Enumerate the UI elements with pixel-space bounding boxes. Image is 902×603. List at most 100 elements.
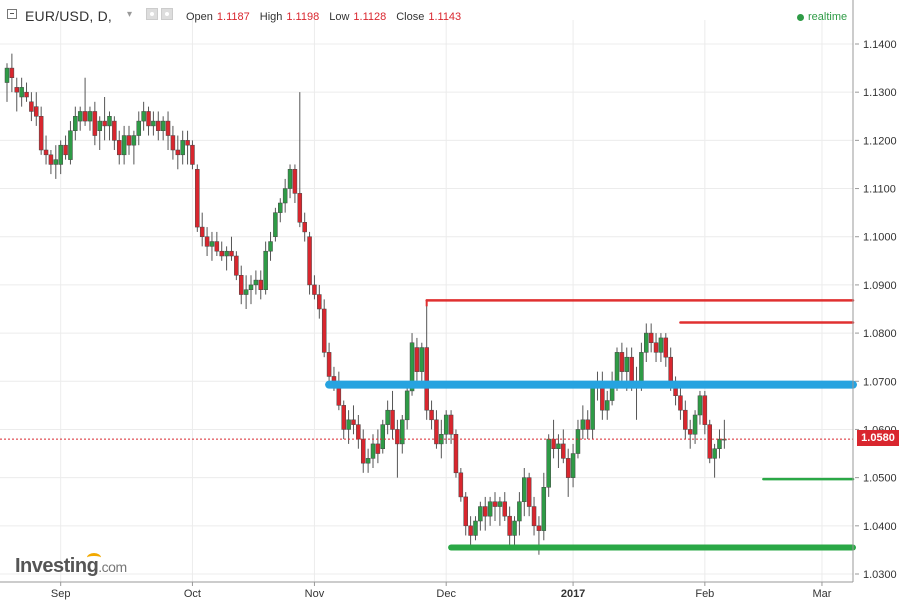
- symbol-label[interactable]: EUR/USD, D,: [25, 8, 112, 24]
- candle-down: [195, 169, 200, 228]
- candle-down: [448, 414, 454, 435]
- candle-up: [107, 116, 112, 127]
- investing-logo: Investing.com: [15, 553, 127, 578]
- candle-up: [263, 250, 268, 290]
- candle-down: [702, 395, 708, 425]
- candle-up: [697, 395, 703, 416]
- y-tick-label: 1.1300: [863, 87, 897, 99]
- candle-up: [658, 337, 664, 353]
- candle-down: [536, 525, 542, 531]
- settings-icon[interactable]: [146, 8, 158, 20]
- candle-down: [463, 496, 468, 527]
- candle-up: [278, 202, 283, 213]
- candle-down: [653, 342, 659, 353]
- candle-down: [146, 111, 151, 127]
- candle-up: [282, 188, 288, 204]
- candle-down: [629, 356, 634, 382]
- candle-down: [190, 144, 195, 165]
- open-value: 1.1187: [216, 11, 250, 23]
- candle-up: [692, 414, 698, 435]
- candle-up: [624, 356, 630, 372]
- candle-down: [199, 226, 205, 237]
- candle-down: [390, 409, 395, 430]
- candle-up: [365, 458, 371, 464]
- close-value: 1.1143: [428, 11, 462, 23]
- candle-up: [19, 87, 24, 98]
- support-resistance-lines[interactable]: [0, 299, 857, 551]
- candle-up: [160, 120, 166, 131]
- current-price-badge: 1.0580: [857, 430, 899, 446]
- x-tick-label: Feb: [695, 588, 714, 600]
- candle-down: [502, 501, 508, 517]
- candle-up: [546, 438, 551, 488]
- collapse-icon[interactable]: [7, 9, 17, 19]
- candle-down: [507, 515, 512, 536]
- candle-down: [663, 337, 669, 358]
- candle-down: [395, 429, 400, 445]
- candle-down: [468, 525, 473, 536]
- high-value: 1.1198: [286, 11, 320, 23]
- candle-up: [575, 429, 581, 454]
- logo-swoosh-icon: [87, 553, 101, 562]
- candle-down: [458, 472, 464, 498]
- candle-up: [68, 130, 73, 160]
- candle-down: [219, 250, 224, 257]
- candle-down: [258, 279, 264, 290]
- candle-up: [517, 501, 522, 522]
- candle-down: [414, 347, 420, 372]
- y-tick-label: 1.0800: [863, 328, 897, 340]
- x-tick-label: Oct: [184, 588, 201, 600]
- candle-down: [170, 135, 176, 151]
- y-tick-label: 1.0500: [863, 473, 897, 485]
- candle-down: [29, 101, 34, 112]
- y-tick-label: 1.1200: [863, 135, 897, 147]
- candle-down: [238, 275, 244, 295]
- candle-down: [24, 91, 29, 98]
- candle-down: [424, 347, 429, 411]
- candle-up: [404, 390, 410, 421]
- candle-down: [565, 458, 571, 478]
- candle-up: [487, 501, 493, 517]
- candle-up: [121, 135, 127, 156]
- candle-down: [619, 352, 625, 372]
- gear-icon[interactable]: [161, 8, 173, 20]
- candle-down: [687, 429, 693, 435]
- candle-down: [360, 438, 366, 464]
- candle-down: [317, 294, 322, 310]
- candle-up: [248, 284, 254, 290]
- candle-down: [126, 135, 132, 146]
- chevron-down-icon[interactable]: ▾: [127, 9, 133, 20]
- candle-up: [590, 385, 595, 430]
- candle-up: [287, 169, 293, 189]
- candle-down: [551, 438, 556, 449]
- candle-down: [707, 424, 712, 459]
- candle-down: [292, 169, 298, 194]
- candle-up: [209, 241, 215, 247]
- candle-up: [141, 111, 146, 122]
- candle-up: [53, 159, 59, 165]
- candle-up: [712, 448, 717, 459]
- candle-down: [341, 405, 346, 430]
- realtime-indicator: realtime: [797, 11, 847, 23]
- x-tick-label: Mar: [812, 588, 831, 600]
- candle-up: [4, 67, 10, 83]
- candle-down: [326, 352, 332, 377]
- candle-up: [419, 347, 425, 372]
- candle-down: [531, 506, 537, 527]
- candle-up: [380, 424, 386, 449]
- candle-up: [522, 477, 527, 502]
- candle-up: [541, 487, 547, 531]
- candle-down: [321, 308, 327, 353]
- candle-down: [9, 67, 15, 78]
- candle-up: [73, 116, 78, 131]
- candle-down: [48, 154, 54, 165]
- candle-down: [307, 236, 312, 286]
- candle-down: [229, 250, 234, 257]
- candle-down: [429, 409, 434, 421]
- candle-down: [585, 419, 590, 430]
- candle-down: [116, 140, 122, 156]
- candle-down: [434, 419, 439, 445]
- candle-down: [356, 424, 361, 440]
- candle-down: [453, 434, 459, 474]
